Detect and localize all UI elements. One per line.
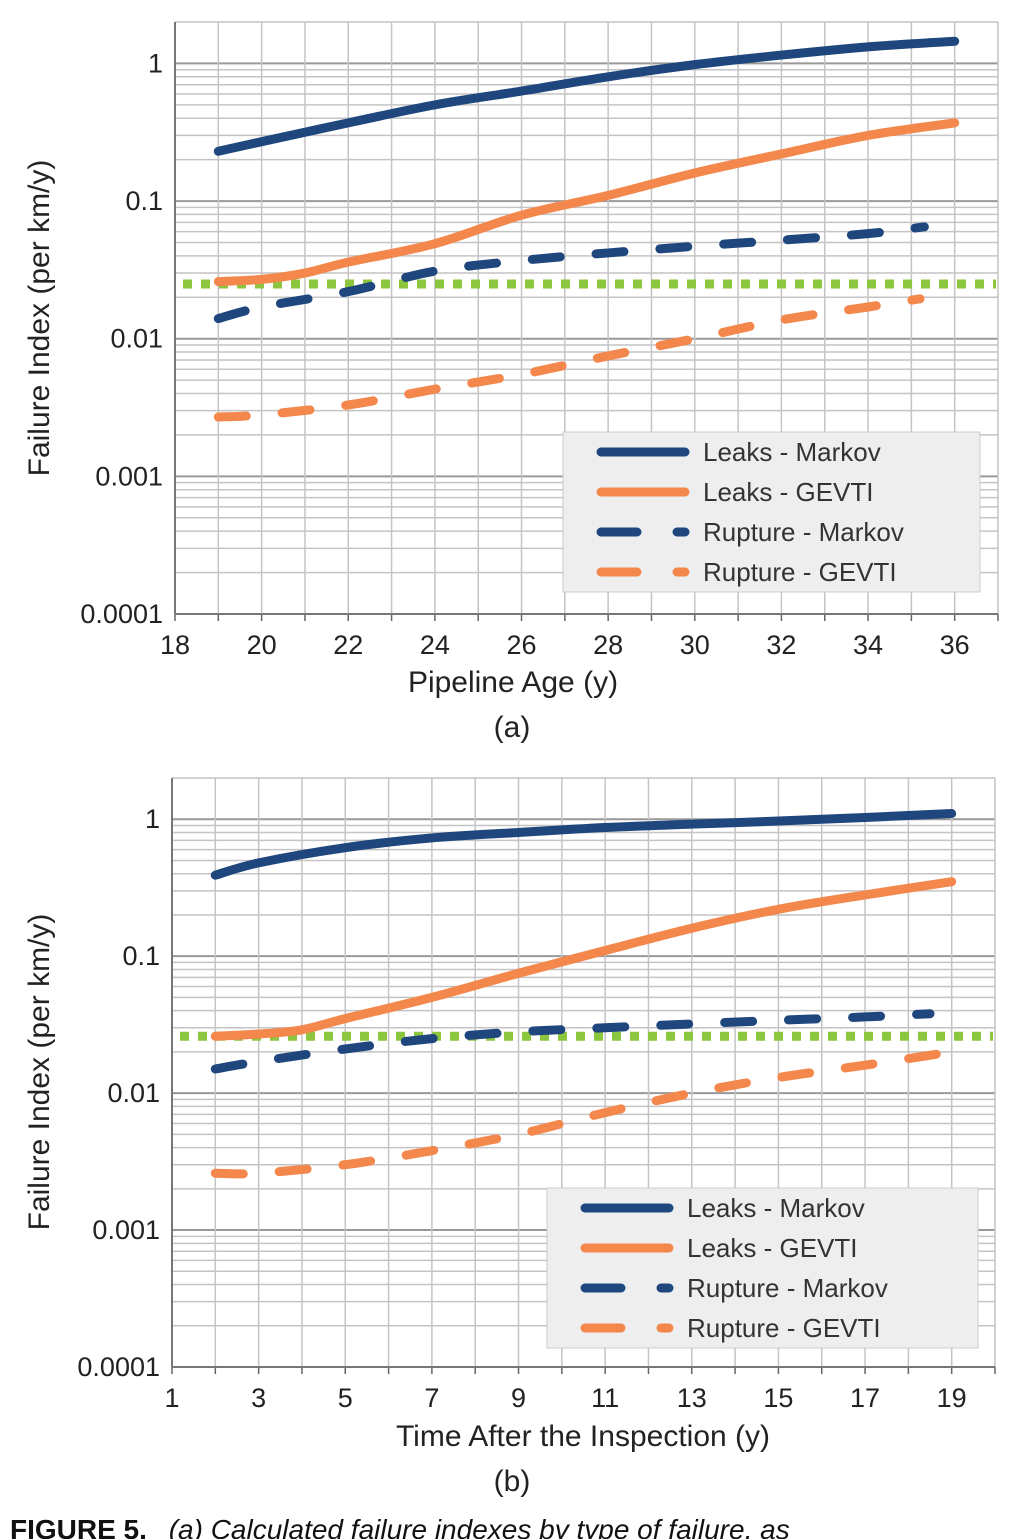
- series-line-rupture-gevti: [210, 1047, 957, 1179]
- x-tick-label: 7: [424, 1383, 439, 1413]
- y-tick-label: 0.0001: [77, 1352, 160, 1382]
- legend-box: [546, 1187, 979, 1349]
- x-tick-label: 17: [850, 1383, 880, 1413]
- legend-label: Rupture - GEVTI: [703, 557, 897, 587]
- panel-label-a: (a): [494, 711, 531, 744]
- series-line-rupture-markov: [210, 1009, 935, 1074]
- y-tick-label: 0.01: [110, 324, 163, 354]
- x-tick-label: 32: [766, 630, 796, 660]
- y-axis-label-a: Failure Index (per km/y): [23, 160, 56, 477]
- y-tick-label: 1: [145, 804, 160, 834]
- x-tick-label: 11: [591, 1383, 619, 1413]
- x-tick-label: 19: [937, 1383, 967, 1413]
- y-tick-label: 0.001: [95, 461, 163, 491]
- x-tick-label: 24: [420, 630, 450, 660]
- legend: Leaks - Markov Leaks - GEVTI Rupture - Mar…: [562, 431, 981, 593]
- x-tick-label: 34: [853, 630, 883, 660]
- y-tick-label: 0.1: [125, 186, 163, 216]
- x-tick-label: 5: [338, 1383, 353, 1413]
- svg-text:FIGURE 5. (a) Calculated: FIGURE 5. (a) Calculated failure indexes…: [10, 1514, 790, 1539]
- y-tick-label: 0.001: [92, 1215, 160, 1245]
- x-tick-label: 18: [160, 630, 190, 660]
- legend-label: Rupture - GEVTI: [687, 1313, 881, 1343]
- x-tick-label: 9: [511, 1383, 526, 1413]
- legend-label: Rupture - Markov: [687, 1273, 888, 1303]
- x-tick-label: 15: [763, 1383, 793, 1413]
- y-tick-label: 1: [148, 48, 163, 78]
- y-tick-label: 0.01: [107, 1078, 160, 1108]
- x-tick-label: 28: [593, 630, 623, 660]
- series-line-leaks-gevti: [210, 877, 957, 1041]
- caption-figure-label: FIGURE 5.: [10, 1514, 147, 1539]
- series-line-rupture-markov: [213, 222, 929, 324]
- series-line-leaks-gevti: [213, 118, 960, 287]
- chart-b: Time After the Inspection (y) Failure In…: [23, 777, 996, 1498]
- legend-box: [562, 431, 981, 593]
- y-tick-label: 0.0001: [80, 599, 163, 629]
- x-tick-label: 26: [507, 630, 537, 660]
- x-tick-label: 13: [677, 1383, 707, 1413]
- legend-label: Leaks - GEVTI: [703, 477, 874, 507]
- x-tick-label: 36: [940, 630, 970, 660]
- panel-label-b: (b): [494, 1465, 531, 1498]
- x-tick-label: 22: [333, 630, 363, 660]
- x-axis-label-a: Pipeline Age (y): [408, 666, 618, 699]
- y-axis-label-b: Failure Index (per km/y): [23, 914, 56, 1231]
- caption: FIGURE 5. (a) Calculated failure indexes…: [10, 1514, 790, 1539]
- x-tick-label: 1: [164, 1383, 179, 1413]
- y-tick-label: 0.1: [122, 941, 160, 971]
- legend-label: Rupture - Markov: [703, 517, 904, 547]
- x-axis-label-b: Time After the Inspection (y): [396, 1420, 770, 1453]
- series-line-leaks-markov: [213, 36, 960, 156]
- chart-a: Pipeline Age (y) Failure Index (per km/y…: [23, 21, 999, 744]
- series-line-rupture-gevti: [213, 294, 925, 422]
- legend-label: Leaks - GEVTI: [687, 1233, 858, 1263]
- legend: Leaks - Markov Leaks - GEVTI Rupture - Mar…: [546, 1187, 979, 1349]
- legend-label: Leaks - Markov: [687, 1193, 865, 1223]
- series-line-leaks-markov: [210, 809, 957, 880]
- legend-label: Leaks - Markov: [703, 437, 881, 467]
- x-tick-label: 3: [251, 1383, 266, 1413]
- caption-text: (a) Calculated failure indexes by type o…: [169, 1514, 790, 1539]
- x-tick-label: 20: [247, 630, 277, 660]
- x-tick-label: 30: [680, 630, 710, 660]
